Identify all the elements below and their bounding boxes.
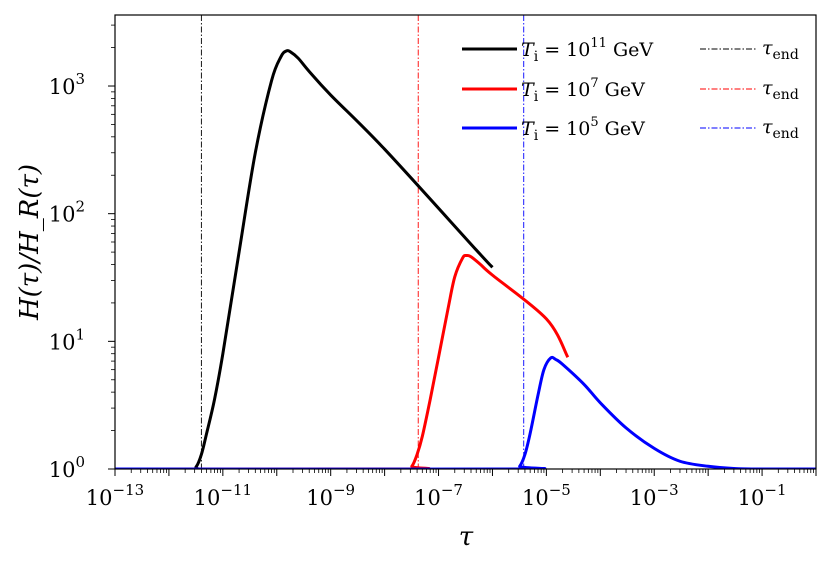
- y-tick-label-0: 100: [49, 453, 85, 482]
- series-line-0: [115, 49, 494, 469]
- legend-tau-label-0: τend: [762, 37, 799, 63]
- legend-label-2: Ti = 105 GeV: [521, 115, 645, 144]
- y-tick-label-1: 101: [49, 325, 85, 354]
- x-tick-label-3: 10−7: [414, 481, 463, 510]
- x-tick-label-4: 10−5: [522, 481, 571, 510]
- y-tick-label-2: 102: [49, 198, 85, 227]
- x-tick-label-2: 10−9: [306, 481, 355, 510]
- x-tick-label-5: 10−3: [630, 481, 679, 510]
- legend-tau-label-2: τend: [762, 116, 799, 142]
- legend: Ti = 1011 GeV Ti = 107 GeV Ti = 105 GeV τen…: [462, 36, 799, 144]
- legend-tau-label-1: τend: [762, 77, 799, 103]
- y-tick-label-3: 103: [49, 70, 85, 99]
- series-line-2: [115, 355, 816, 469]
- x-axis-label: τ: [459, 522, 474, 552]
- y-axis-label: H(τ)/H_R(τ): [15, 164, 45, 321]
- x-tick-label-1: 10−11: [194, 481, 252, 510]
- legend-label-0: Ti = 1011 GeV: [521, 36, 653, 65]
- legend-label-1: Ti = 107 GeV: [521, 76, 645, 105]
- x-tick-label-0: 10−13: [86, 481, 144, 510]
- plot-frame: [114, 14, 817, 470]
- x-tick-label-6: 10−1: [738, 481, 787, 510]
